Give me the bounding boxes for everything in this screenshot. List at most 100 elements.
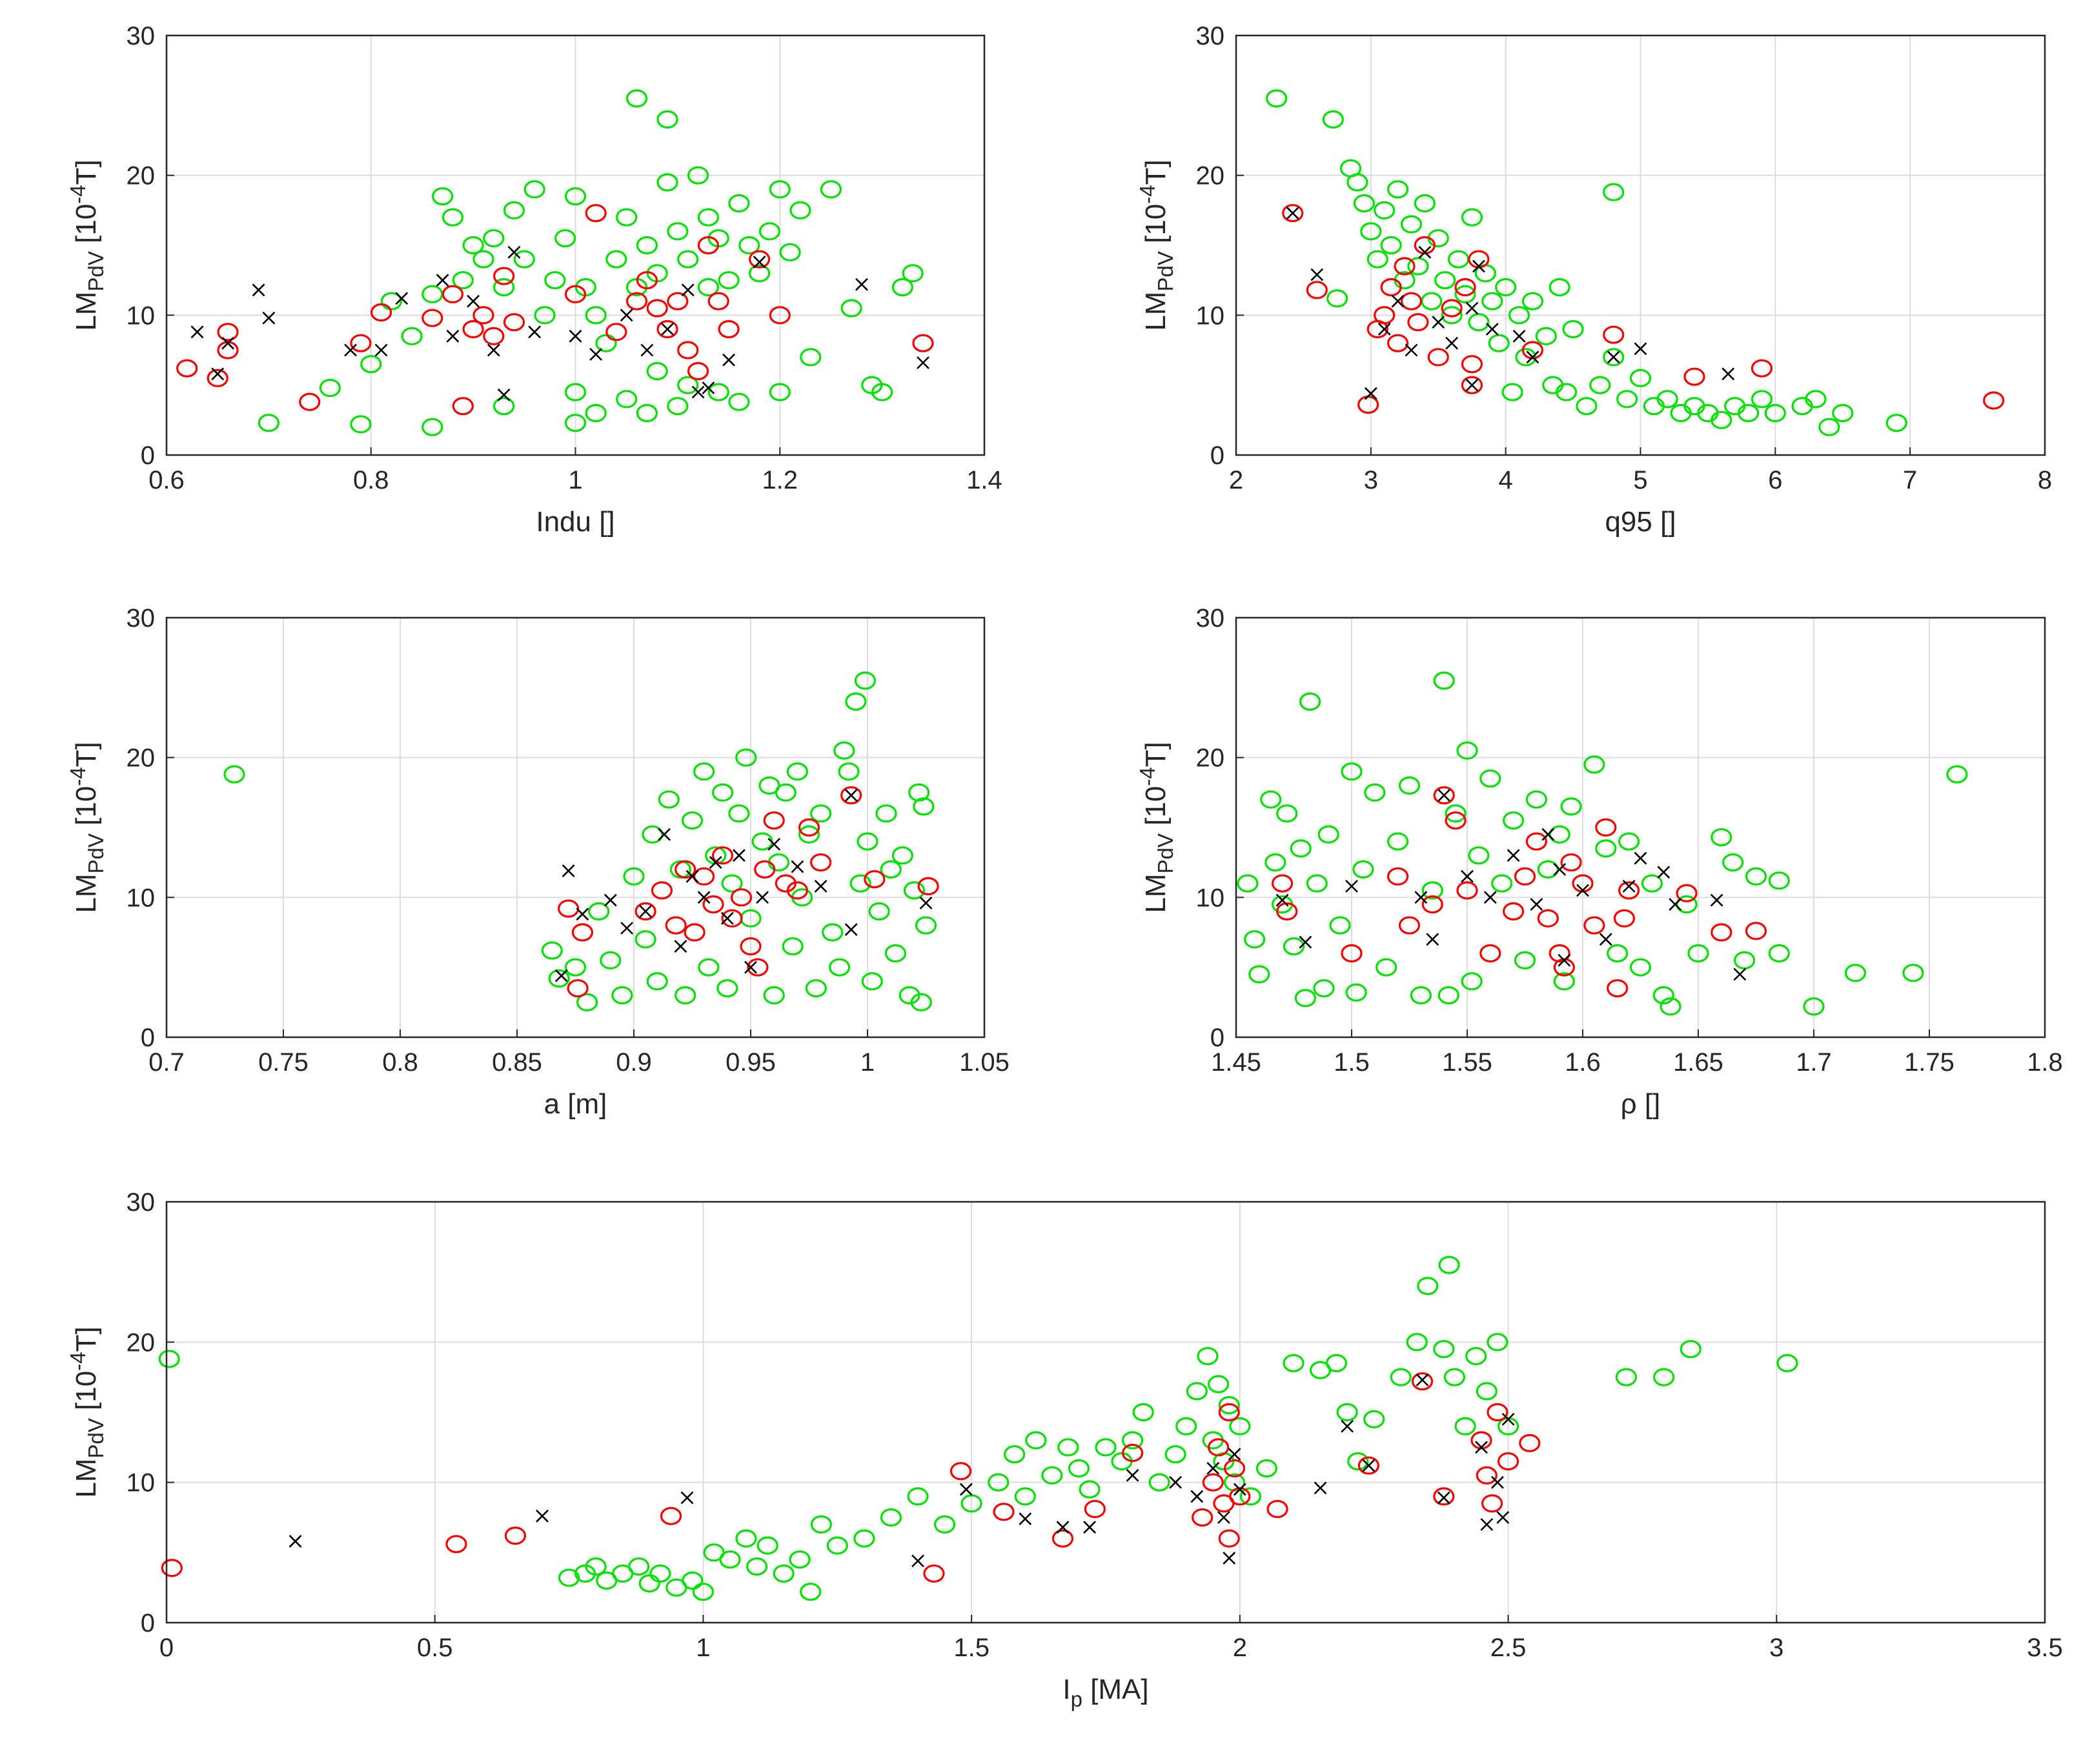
data-point-black-x — [1345, 880, 1358, 893]
data-point-red-circle — [625, 292, 648, 310]
y-axis-label-base: LM — [1140, 292, 1172, 331]
data-point-black-x — [844, 923, 858, 937]
data-point-green-circle — [1438, 1255, 1460, 1274]
data-point-green-circle — [853, 1529, 875, 1548]
data-point-red-circle — [442, 285, 464, 303]
x-tick-label: 1.75 — [1904, 1048, 1955, 1077]
data-point-red-circle — [1456, 881, 1478, 900]
data-point-red-circle — [754, 860, 776, 879]
data-point-red-circle — [462, 319, 484, 339]
data-point-black-x — [1445, 336, 1459, 350]
series-green — [223, 671, 937, 1011]
data-point-black-x — [1657, 866, 1671, 879]
x-tick-label: 0.95 — [726, 1048, 776, 1077]
x-tick-label: 1.6 — [1565, 1048, 1601, 1077]
data-point-green-circle — [820, 180, 842, 199]
data-point-black-x — [589, 348, 603, 361]
data-point-green-circle — [1079, 1480, 1101, 1499]
data-point-green-circle — [1521, 292, 1544, 310]
x-tick-label: 1.7 — [1796, 1048, 1832, 1077]
plot-frame — [165, 1201, 2046, 1624]
data-point-green-circle — [472, 250, 494, 269]
data-point-green-circle — [1237, 874, 1259, 893]
data-point-black-x — [1364, 387, 1377, 400]
data-point-red-circle — [1084, 1499, 1106, 1519]
y-tick-label: 0 — [141, 1609, 155, 1637]
data-point-red-circle — [503, 313, 525, 332]
data-point-green-circle — [693, 762, 715, 781]
data-point-red-circle — [1374, 306, 1396, 325]
data-point-green-circle — [861, 972, 883, 991]
x-axis-label: Indu [] — [536, 506, 614, 538]
data-point-green-circle — [1433, 1340, 1455, 1359]
data-point-green-circle — [401, 327, 423, 345]
x-tick-label: 0.7 — [148, 1048, 185, 1077]
data-point-black-x — [753, 256, 766, 269]
data-point-green-circle — [698, 958, 720, 977]
data-point-green-circle — [1461, 208, 1483, 227]
data-point-black-x — [702, 381, 715, 394]
data-point-green-circle — [687, 166, 709, 185]
y-axis-label-sub: PdV — [84, 251, 108, 291]
data-point-green-circle — [1306, 874, 1328, 893]
y-tick-label: 20 — [127, 744, 156, 773]
data-point-green-circle — [1004, 1445, 1026, 1464]
data-point-green-circle — [638, 1574, 660, 1593]
data-point-green-circle — [636, 403, 658, 423]
data-point-black-x — [1286, 207, 1299, 220]
data-point-black-x — [1299, 935, 1312, 949]
data-point-red-circle — [1745, 922, 1767, 940]
data-point-green-circle — [933, 1515, 956, 1534]
data-point-green-circle — [625, 89, 648, 108]
data-point-red-circle — [769, 306, 791, 325]
data-point-green-circle — [223, 765, 245, 784]
plot-area — [167, 1202, 2045, 1623]
data-point-green-circle — [636, 236, 658, 255]
data-point-green-circle — [1417, 1277, 1439, 1295]
data-point-green-circle — [1445, 804, 1467, 823]
data-point-green-circle — [735, 748, 757, 767]
data-point-red-circle — [421, 309, 443, 327]
y-tick-label: 30 — [127, 1188, 156, 1217]
data-point-red-circle — [564, 285, 587, 303]
data-point-green-circle — [1406, 1333, 1428, 1352]
data-point-green-circle — [1229, 1417, 1251, 1435]
x-tick-label: 1.5 — [1334, 1048, 1370, 1077]
data-point-black-x — [1314, 1481, 1327, 1495]
data-point-black-x — [1472, 259, 1485, 273]
data-point-black-x — [1228, 1448, 1241, 1461]
data-point-green-circle — [1751, 390, 1773, 409]
data-point-red-circle — [1400, 292, 1423, 310]
data-point-red-circle — [1481, 1494, 1503, 1513]
data-point-red-circle — [1357, 1456, 1379, 1475]
y-axis-label-sup: -4 — [1135, 767, 1159, 786]
data-point-black-x — [528, 325, 542, 339]
data-point-black-x — [604, 893, 617, 907]
data-point-green-circle — [1832, 403, 1854, 423]
data-point-black-x — [436, 274, 449, 287]
data-point-red-circle — [1387, 867, 1409, 886]
y-tick-label: 10 — [127, 301, 156, 330]
data-point-green-circle — [1476, 1382, 1498, 1401]
data-point-green-circle — [1535, 327, 1557, 345]
data-point-green-circle — [748, 264, 771, 283]
data-point-green-circle — [1641, 874, 1663, 893]
data-point-green-circle — [721, 874, 743, 893]
data-point-red-circle — [667, 292, 689, 310]
data-point-red-circle — [445, 1535, 467, 1554]
data-point-green-circle — [1576, 397, 1598, 416]
data-point-green-circle — [1465, 1346, 1487, 1366]
data-point-black-x — [639, 905, 653, 918]
data-point-red-circle — [605, 323, 627, 341]
data-point-red-circle — [1676, 884, 1698, 902]
data-point-red-circle — [1218, 1529, 1240, 1548]
data-point-red-circle — [993, 1503, 1015, 1521]
plot-area — [1236, 618, 2045, 1037]
y-axis-label: LMPdV [10-4T] — [66, 159, 108, 330]
data-point-red-circle — [840, 786, 862, 805]
data-point-green-circle — [910, 993, 932, 1011]
data-point-green-circle — [1603, 183, 1625, 201]
data-point-green-circle — [1433, 671, 1455, 690]
data-point-green-circle — [554, 229, 576, 248]
data-point-red-circle — [1394, 257, 1416, 276]
